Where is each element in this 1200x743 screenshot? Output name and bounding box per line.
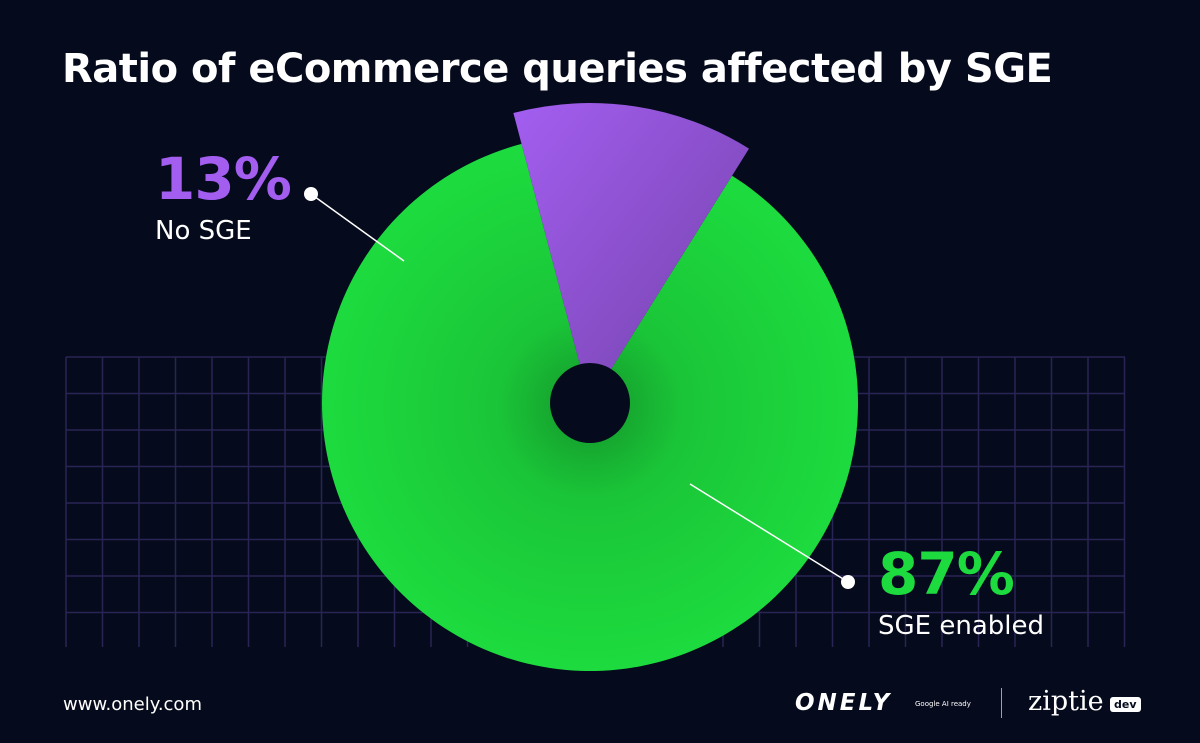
footer-url: www.onely.com	[63, 694, 202, 715]
sge-enabled-callout: 87% SGE enabled	[878, 545, 1044, 641]
no-sge-callout: 13% No SGE	[155, 145, 292, 246]
donut-hole	[550, 363, 630, 443]
sge-enabled-label: SGE enabled	[878, 611, 1044, 641]
no-sge-leader-dot	[304, 187, 318, 201]
no-sge-label: No SGE	[155, 216, 252, 246]
no-sge-percent-label: 13%	[155, 145, 292, 213]
sge-enabled-leader-line	[689, 483, 849, 583]
slice-no-sge-shading	[513, 103, 749, 404]
logo-divider	[1001, 688, 1002, 718]
chart-title: Ratio of eCommerce queries affected by S…	[62, 46, 1053, 92]
sge-enabled-percent-label: 87%	[878, 540, 1015, 608]
ziptie-logo: ziptie	[1028, 686, 1104, 717]
onely-logo-tagline: Google AI ready	[915, 700, 971, 708]
sge-enabled-leader-dot	[841, 575, 855, 589]
no-sge-leader-line	[310, 193, 405, 262]
onely-logo: ONELY	[795, 690, 893, 716]
ziptie-dev-badge: dev	[1110, 697, 1141, 712]
